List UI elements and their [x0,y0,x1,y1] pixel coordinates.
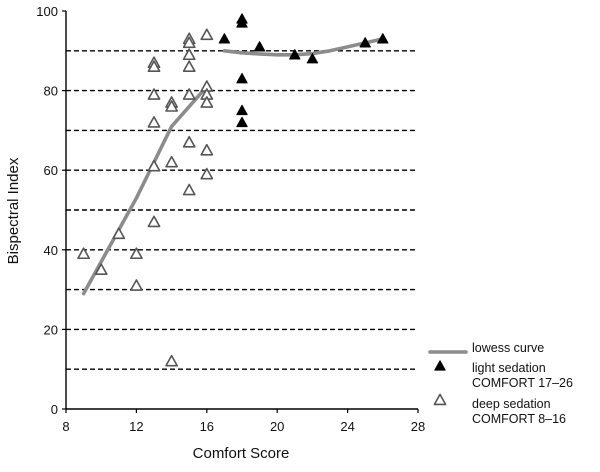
gridlines [66,50,418,370]
y-tick-label-100: 100 [36,4,58,19]
legend-deep-sedation-marker [433,393,447,406]
deep-sedation-point-11 [147,215,161,228]
light-sedation-point-9 [306,53,319,64]
deep-sedation-point-20 [182,88,196,100]
deep-sedation-point-10 [147,159,161,172]
deep-sedation-point-5 [130,279,143,291]
legend-deep-sedation-label-line2: COMFORT 8–16 [472,412,566,426]
deep-sedation-point-22 [182,183,196,196]
light-sedation-point-1 [218,33,231,44]
deep-sedation-point-18 [182,48,196,61]
deep-sedation-point-3 [112,227,126,240]
light-sedation-point-10 [359,37,371,48]
y-tick-label-40: 40 [44,243,58,258]
data-points [77,13,389,367]
light-sedation-point-8 [289,49,301,60]
x-tick-label-16: 16 [200,419,214,434]
deep-sedation-point-14 [165,155,178,168]
legend-light-sedation-label-line2: COMFORT 17–26 [472,376,573,390]
lowess-segment-2 [222,37,385,57]
deep-sedation-point-4 [130,247,143,260]
light-sedation-point-7 [253,41,266,52]
light-sedation-point-3 [236,17,248,28]
deep-sedation-point-7 [147,60,161,72]
light-sedation-point-11 [377,33,389,44]
lowess-curve [81,37,385,296]
light-sedation-point-5 [236,104,248,116]
legend-lowess-label: lowess curve [472,341,544,355]
legend-deep-sedation-label-line1: deep sedation [472,397,551,411]
x-tick-label-20: 20 [270,419,284,434]
x-tick-label-12: 12 [129,419,143,434]
deep-sedation-point-9 [147,116,161,128]
y-tick-label-80: 80 [44,84,58,99]
deep-sedation-point-27 [200,143,214,156]
light-sedation-point-6 [236,116,248,128]
y-axis-title: Bispectral Index [5,157,22,264]
x-tick-label-8: 8 [62,419,69,434]
light-sedation-point-4 [236,72,248,84]
deep-sedation-point-13 [165,100,178,112]
lowess-segment-1 [81,84,209,296]
deep-sedation-point-26 [200,96,214,108]
deep-sedation-point-8 [147,88,161,100]
y-tick-label-20: 20 [44,322,58,337]
x-axis-title: Comfort Score [193,445,290,462]
deep-sedation-point-17 [182,36,196,49]
deep-sedation-point-15 [165,354,178,367]
legend-light-sedation-marker [434,360,446,371]
deep-sedation-point-21 [182,135,196,148]
deep-sedation-point-28 [200,167,214,180]
x-tick-label-28: 28 [411,419,425,434]
deep-sedation-point-19 [182,60,196,72]
legend-light-sedation-label-line1: light sedation [472,361,546,375]
axes [62,10,419,413]
tick-labels: 0 20 40 60 80 100 8 12 16 20 24 28 [36,4,425,434]
deep-sedation-point-23 [200,28,214,41]
x-tick-label-24: 24 [340,419,354,434]
y-tick-label-0: 0 [51,402,58,417]
y-tick-label-60: 60 [44,163,58,178]
deep-sedation-point-2 [94,263,108,275]
deep-sedation-point-1 [77,247,90,260]
